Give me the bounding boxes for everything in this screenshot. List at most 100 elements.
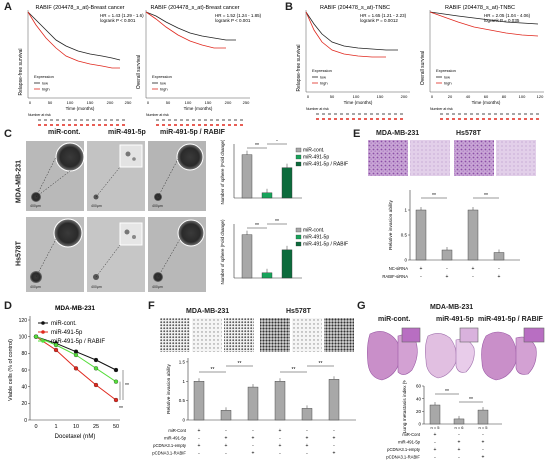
- km-b1: RABIF (204478_s_at)-TNBC HR = 1.65 (1.21…: [296, 5, 410, 120]
- f-bar: [301, 408, 313, 421]
- d-legend-marker: [41, 330, 45, 334]
- f-row-mark: -: [225, 428, 227, 434]
- e-cell-title-hs: Hs578T: [456, 130, 481, 137]
- c-legend-label: miR-491-5p / RABIF: [303, 162, 348, 168]
- g-sig-label: **: [469, 397, 473, 403]
- km-b1-xtick: 100: [353, 94, 360, 99]
- e-ylabel: Relative invasion ability: [388, 199, 394, 249]
- e-bar: [493, 252, 505, 261]
- g-bar: [429, 404, 441, 425]
- f-row-mark: +: [198, 428, 201, 434]
- c-bar-chart-mda: Number of sphere (Fold change) ***miR-con…: [220, 140, 348, 205]
- d-legend-label: miR-491-5p / RABIF: [51, 339, 105, 345]
- e-cell-title-mda: MDA-MB-231: [376, 130, 420, 137]
- e-bar: [441, 249, 453, 261]
- c-legend-label: miR-cont.: [303, 148, 324, 154]
- e-row-label: NC-siRNA: [389, 266, 409, 271]
- g-col-title-rabif: miR-491-5p / RABIF: [478, 316, 543, 323]
- d-ytick-label: 120: [19, 318, 28, 324]
- km-b1-xlabel: Time (months): [344, 100, 373, 105]
- d-xtick-label: 10: [73, 424, 79, 430]
- f-row-mark: +: [306, 436, 309, 442]
- g-row-mark: -: [434, 440, 436, 446]
- km-b2-xlabel: Time (months): [472, 100, 501, 105]
- km-b2: RABIF (204478_s_at)-TNBC HR = 2.05 (1.04…: [420, 5, 544, 120]
- f-row-mark: -: [252, 443, 254, 449]
- g-row-mark: -: [458, 455, 460, 461]
- g-n-label: n = 6: [454, 425, 464, 430]
- d-point: [33, 334, 39, 339]
- km-a1-xtick: 250: [125, 100, 132, 105]
- g-ytick-label: 20: [416, 409, 422, 414]
- panel-label-a: A: [4, 1, 12, 13]
- km-a1: RABIF (204478_s_at)-Breast cancer HR = 1…: [18, 5, 144, 126]
- e-ytick-label: 1: [404, 208, 407, 213]
- c-scale-5: 400μm: [91, 285, 102, 289]
- c-ylabel: Number of sphere (Fold change): [220, 219, 225, 285]
- e-row-mark: +: [446, 274, 449, 280]
- d-ytick-label: 20: [21, 401, 27, 407]
- f-ylabel: Relative invasion ability: [166, 363, 172, 413]
- d-line-chart: MDA-MB-231 0 20 40 60 80 100 120 0 1 10 25 50 Docetax…: [8, 305, 129, 440]
- g-ytick-label: 40: [416, 396, 422, 401]
- d-point: [113, 379, 119, 384]
- d-point: [113, 397, 119, 403]
- km-a2-legend-low: low: [160, 81, 166, 86]
- km-b2-title: RABIF (204478_s_at)-TNBC: [445, 5, 515, 11]
- km-a1-xtick: 50: [48, 100, 53, 105]
- c-legend-swatch: [295, 161, 302, 167]
- g-row-mark: +: [458, 440, 461, 446]
- c-bar-chart-hs: Number of sphere (Fold change) ** ** miR-co…: [220, 219, 348, 285]
- f-row-mark: +: [333, 436, 336, 442]
- d-point: [93, 366, 99, 371]
- km-a1-title: RABIF (204478_s_at)-Breast cancer: [36, 5, 125, 11]
- g-bar: [453, 418, 465, 425]
- d-xlabel: Docetaxel (nM): [55, 434, 96, 440]
- f-row-label: pCDNA3.1-RABIF: [152, 451, 186, 456]
- d-point: [53, 347, 59, 353]
- km-b1-legend-low: low: [320, 75, 326, 80]
- c-col-title-mir: miR-491-5p: [108, 129, 146, 136]
- km-b2-xtick: 80: [502, 94, 507, 99]
- e-row-mark: +: [498, 274, 501, 280]
- c-row-title-mda: MDA-MB-231: [15, 159, 23, 204]
- g-col-title-mir: miR-491-5p: [436, 316, 474, 323]
- km-b1-title: RABIF (204478_s_at)-TNBC: [320, 5, 390, 11]
- km-a1-stat1: HR = 1.43 (1.29 - 1.6): [100, 13, 144, 18]
- f-row-mark: -: [306, 451, 308, 457]
- km-a1-legend-title: Expression: [34, 74, 54, 79]
- km-a2-ylabel: Overall survival: [136, 55, 142, 89]
- d-point: [93, 357, 99, 363]
- km-b2-xtick: 100: [519, 94, 526, 99]
- f-row-mark: -: [333, 428, 335, 434]
- g-ytick-label: 0: [418, 422, 421, 427]
- f-row-mark: -: [333, 443, 335, 449]
- g-row-mark: +: [434, 447, 437, 453]
- e-row-mark: -: [498, 266, 500, 272]
- km-b2-xtick: 0: [431, 94, 434, 99]
- km-a1-legend-low: low: [42, 81, 48, 86]
- g-row-mark: +: [482, 440, 485, 446]
- panel-label-b: B: [285, 1, 293, 13]
- c-bar: [241, 154, 253, 199]
- d-ytick-label: 60: [21, 368, 27, 374]
- km-a2-xtick: 150: [205, 100, 212, 105]
- d-sig-label: **: [125, 383, 129, 389]
- km-b1-legend-high: high: [320, 81, 328, 86]
- km-b2-stat2: logrank P = 0.035: [484, 18, 520, 23]
- km-a2-xtick: 100: [185, 100, 192, 105]
- km-a1-stat2: logrank P < 0.001: [100, 18, 136, 23]
- panel-label-c: C: [4, 128, 12, 140]
- c-scale-6: 400μm: [152, 285, 163, 289]
- km-a1-xtick: 100: [67, 100, 74, 105]
- c-sig-label: **: [275, 219, 279, 225]
- e-row-mark: -: [472, 274, 474, 280]
- g-row-mark: -: [434, 455, 436, 461]
- c-col-title-cont: miR-cont.: [48, 129, 81, 136]
- f-row-mark: +: [306, 443, 309, 449]
- f-bar: [220, 410, 232, 421]
- g-row-label: miR-491-5p: [398, 440, 421, 445]
- g-title: MDA-MB-231: [430, 304, 474, 311]
- km-a1-ylabel: Relapse-free survival: [18, 49, 24, 96]
- km-a2: RABIF (204478_s_at)-Breast cancer HR = 1…: [136, 5, 262, 126]
